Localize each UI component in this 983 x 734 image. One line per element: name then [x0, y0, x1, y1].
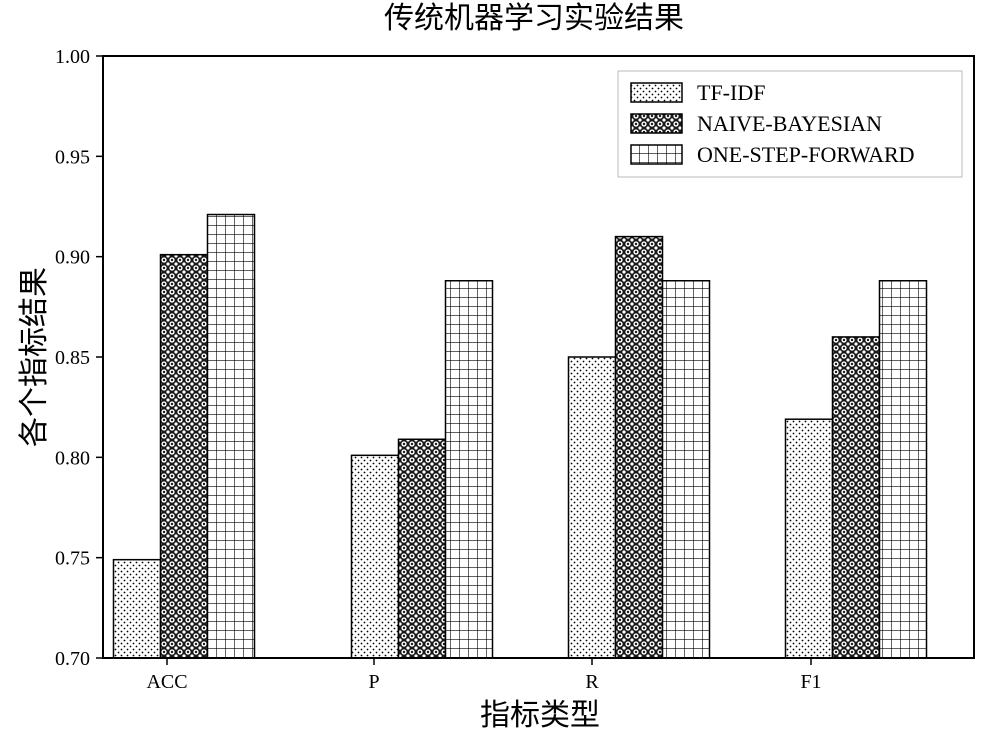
x-axis: ACC P R F1	[146, 658, 822, 693]
legend-swatch	[630, 113, 683, 134]
bar-naive-bayesian-r	[614, 235, 664, 659]
x-axis-label: 指标类型	[480, 699, 600, 732]
bar-tf-idf-f1	[784, 418, 834, 659]
bar-one-step-forward-acc	[206, 213, 256, 659]
x-tick-label: F1	[800, 671, 821, 693]
x-tick-label: R	[585, 671, 599, 693]
legend: TF-IDF NAIVE-BAYESIAN ONE-STEP-FORWARD	[617, 70, 963, 178]
legend-label: ONE-STEP-FORWARD	[697, 142, 915, 167]
legend-label: TF-IDF	[697, 80, 765, 105]
bar-tf-idf-r	[567, 356, 617, 659]
bar-one-step-forward-r	[661, 279, 711, 659]
bar-naive-bayesian-f1	[831, 336, 881, 659]
legend-swatch	[630, 82, 683, 103]
legend-swatch	[630, 144, 683, 165]
bars-group	[112, 213, 928, 659]
bar-naive-bayesian-acc	[159, 253, 209, 659]
y-axis: 0.70 0.75 0.80 0.85 0.90 0.95 1.00	[55, 46, 103, 670]
y-tick-label: 0.85	[55, 347, 90, 369]
bar-tf-idf-acc	[112, 558, 162, 659]
bar-naive-bayesian-p	[397, 438, 447, 659]
chart-title: 传统机器学习实验结果	[384, 2, 684, 35]
y-tick-label: 0.80	[55, 447, 90, 469]
y-tick-label: 0.95	[55, 146, 90, 168]
bar-one-step-forward-p	[444, 279, 494, 659]
y-tick-label: 0.70	[55, 648, 90, 670]
x-tick-label: P	[368, 671, 379, 693]
bar-one-step-forward-f1	[878, 279, 928, 659]
x-tick-label: ACC	[146, 671, 187, 693]
y-tick-label: 0.75	[55, 548, 90, 570]
bar-tf-idf-p	[350, 454, 400, 659]
y-axis-label: 各个指标结果	[18, 267, 51, 447]
legend-label: NAIVE-BAYESIAN	[697, 111, 882, 136]
y-tick-label: 0.90	[55, 247, 90, 269]
y-tick-label: 1.00	[55, 46, 90, 68]
